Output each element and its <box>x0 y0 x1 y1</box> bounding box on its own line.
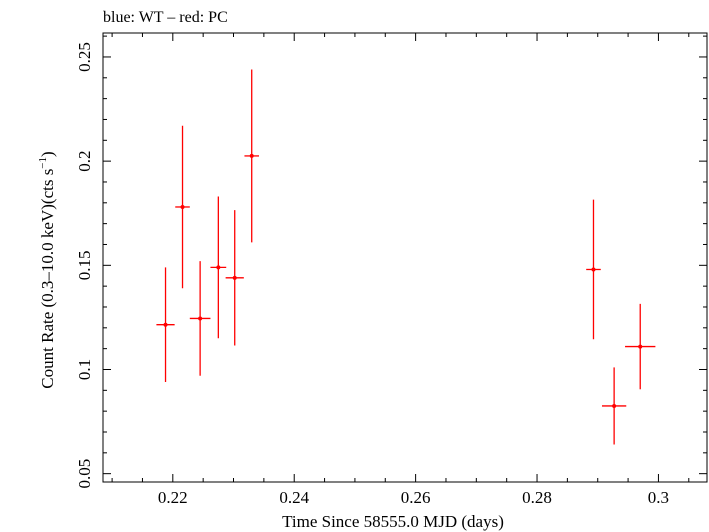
data-marker <box>612 403 617 408</box>
data-marker <box>638 344 643 349</box>
y-tick-labels: 0.05 0.1 0.15 0.2 0.25 <box>75 42 94 488</box>
data-marker <box>163 322 168 327</box>
data-point <box>601 367 627 445</box>
y-tick-label: 0.25 <box>75 42 94 72</box>
data-point <box>175 125 190 289</box>
data-point <box>189 261 211 376</box>
axis-ticks <box>103 33 707 482</box>
data-marker <box>249 153 254 158</box>
y-axis-label-main: Count Rate (0.3–10.0 keV)(cts s <box>38 169 57 389</box>
x-tick-label: 0.22 <box>158 488 188 507</box>
x-axis-label: Time Since 58555.0 MJD (days) <box>282 512 504 531</box>
y-tick-label: 0.1 <box>75 359 94 380</box>
chart-title: blue: WT – red: PC <box>103 9 228 26</box>
plot-frame <box>102 32 708 483</box>
x-tick-label: 0.26 <box>401 488 431 507</box>
x-tick-label: 0.28 <box>522 488 552 507</box>
data-marker <box>216 265 221 270</box>
data-marker <box>180 204 185 209</box>
data-point <box>244 69 260 243</box>
data-point <box>156 267 175 382</box>
x-tick-labels: 0.22 0.24 0.26 0.28 0.3 <box>158 488 669 507</box>
data-marker <box>591 267 596 272</box>
y-axis-label-close: ) <box>38 151 57 157</box>
y-tick-label: 0.15 <box>75 250 94 280</box>
y-tick-label: 0.2 <box>75 151 94 172</box>
data-point <box>625 303 656 390</box>
data-marker <box>232 275 237 280</box>
data-point <box>225 210 244 346</box>
data-marker <box>198 316 203 321</box>
y-axis-label: Count Rate (0.3–10.0 keV)(cts s−1) <box>37 151 57 388</box>
x-tick-label: 0.24 <box>279 488 309 507</box>
x-tick-label: 0.3 <box>648 488 669 507</box>
data-point <box>586 199 601 340</box>
y-axis-label-exponent: −1 <box>37 157 49 169</box>
data-point <box>210 196 227 339</box>
data-points <box>156 69 656 445</box>
y-tick-label: 0.05 <box>75 459 94 489</box>
